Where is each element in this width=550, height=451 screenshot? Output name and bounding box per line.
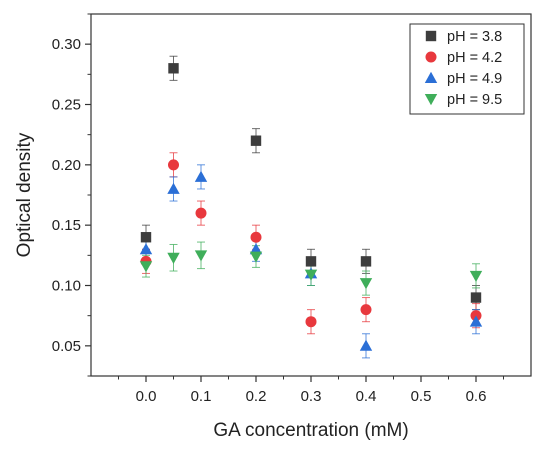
x-tick-label: 0.1 xyxy=(191,388,212,405)
data-point xyxy=(249,243,263,255)
data-point xyxy=(167,252,180,264)
y-tick-label: 0.10 xyxy=(52,278,81,295)
data-point xyxy=(469,270,483,283)
legend-entry: pH = 4.2 xyxy=(425,50,502,66)
y-tick-label: 0.05 xyxy=(52,338,81,355)
legend-marker xyxy=(425,51,437,63)
tick-labels: 0.0 0.1 0.2 0.3 0.4 0.5 0.6 0.05 0.10 0.15 0.20 0.2… xyxy=(52,36,487,405)
data-point xyxy=(249,251,263,263)
legend-entry: pH = 3.8 xyxy=(425,29,502,45)
data-point xyxy=(194,250,208,262)
legend-label: pH = 4.2 xyxy=(447,50,502,66)
axis-ticks xyxy=(85,13,504,382)
data-point xyxy=(167,182,180,194)
x-tick-label: 0.3 xyxy=(301,388,322,405)
legend-entry: pH = 4.9 xyxy=(424,71,502,87)
legend-entry: pH = 9.5 xyxy=(424,92,502,108)
data-points xyxy=(139,63,483,351)
legend-marker xyxy=(424,71,438,83)
data-point xyxy=(168,63,179,74)
data-point xyxy=(470,292,482,303)
x-tick-label: 0.2 xyxy=(246,388,267,405)
legend: pH = 3.8 pH = 4.2 pH = 4.9 pH = 9.5 xyxy=(409,23,525,115)
data-point xyxy=(195,207,207,219)
data-point xyxy=(250,135,262,146)
legend-label: pH = 3.8 xyxy=(447,29,502,45)
x-tick-label: 0.4 xyxy=(356,388,377,405)
data-point xyxy=(305,256,317,267)
data-point xyxy=(140,232,152,243)
y-tick-label: 0.20 xyxy=(52,157,81,174)
data-point xyxy=(360,256,372,267)
legend-marker xyxy=(424,94,438,106)
data-point xyxy=(359,278,373,290)
y-tick-label: 0.25 xyxy=(52,97,81,114)
legend-items: pH = 3.8 pH = 4.2 pH = 4.9 pH = 9.5 xyxy=(424,29,502,108)
data-point xyxy=(139,243,153,255)
x-tick-label: 0.6 xyxy=(466,388,487,405)
x-axis-title: GA concentration (mM) xyxy=(213,420,408,441)
x-tick-label: 0.5 xyxy=(411,388,432,405)
y-axis-title: Optical density xyxy=(14,132,35,257)
data-point xyxy=(305,316,317,328)
legend-marker xyxy=(425,30,437,42)
y-tick-label: 0.30 xyxy=(52,36,81,53)
data-point xyxy=(168,159,179,171)
data-point xyxy=(359,339,373,351)
data-point xyxy=(469,315,483,327)
legend-label: pH = 9.5 xyxy=(447,92,502,108)
x-tick-label: 0.0 xyxy=(136,388,157,405)
y-tick-label: 0.15 xyxy=(52,217,81,234)
data-point xyxy=(194,170,208,182)
data-point xyxy=(250,231,262,243)
data-point xyxy=(360,304,372,316)
legend-label: pH = 4.9 xyxy=(447,71,502,87)
data-point xyxy=(139,261,153,273)
data-point xyxy=(304,269,318,281)
